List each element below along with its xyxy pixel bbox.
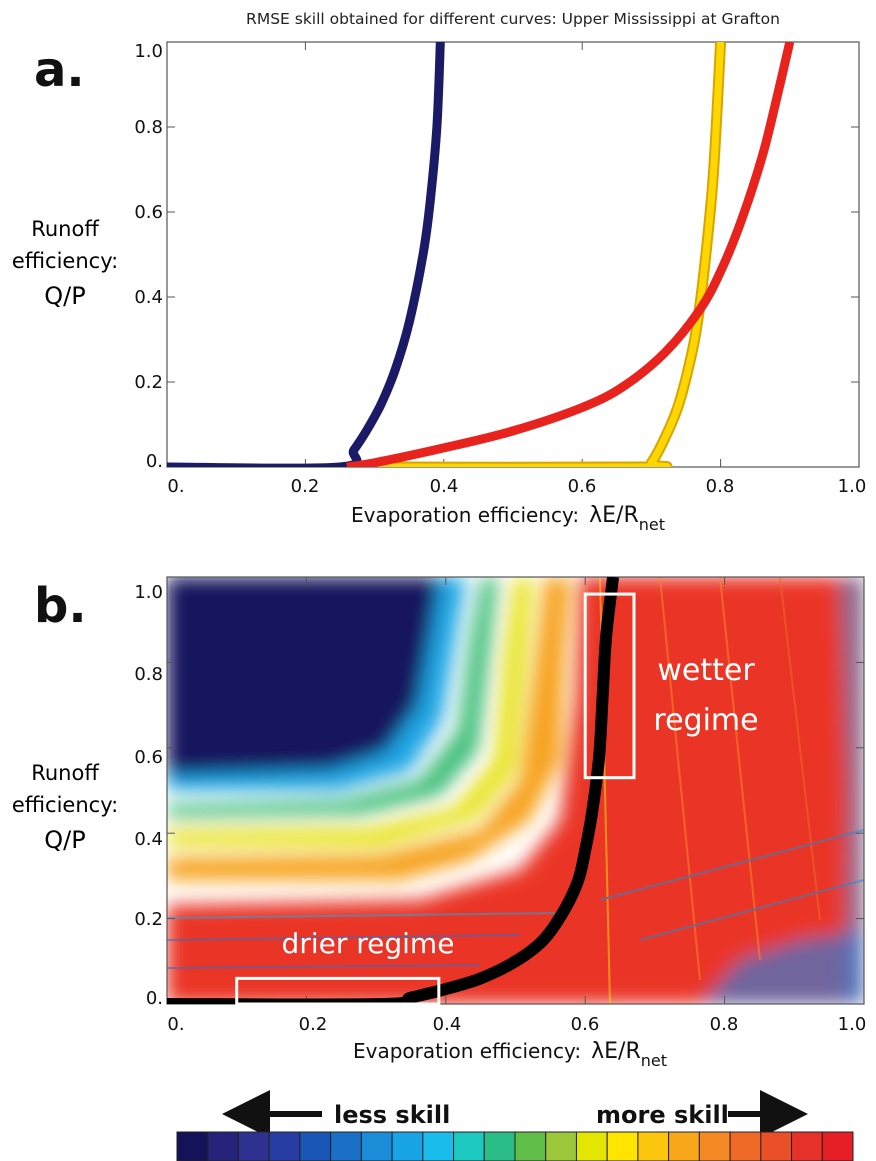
- xlabel-symbol: λE/R: [589, 503, 639, 528]
- best-fit-curve: [167, 577, 620, 1004]
- colorbar-cell: [391, 1131, 424, 1161]
- x-tick-label: 1.0: [838, 476, 867, 497]
- x-tick-label: 0.2: [299, 1014, 328, 1035]
- x-tick-label: 0.4: [433, 1014, 462, 1035]
- less-skill-label: less skill: [334, 1101, 450, 1129]
- xlabel-subscript: net: [641, 1051, 667, 1070]
- colorbar-cell: [514, 1131, 547, 1161]
- panel-a-ylabel: Runoff efficiency: Q/P: [12, 217, 118, 310]
- annotation-wetter-regime-line-2: regime: [653, 703, 758, 738]
- colorbar-cell: [698, 1131, 731, 1161]
- y-tick-label: 0.4: [134, 287, 163, 308]
- colorbar-cell: [791, 1131, 823, 1161]
- y-tick-label: 0.: [146, 451, 163, 472]
- colorbar-cell: [606, 1131, 639, 1161]
- series-yellow-line: [360, 42, 725, 467]
- y-tick-label: 0.8: [134, 664, 163, 685]
- colorbar-cell: [422, 1131, 455, 1161]
- y-tick-label: 1.0: [134, 582, 163, 603]
- panel-b-skill-field: [167, 577, 864, 1004]
- drier-regime-box: [235, 976, 441, 1006]
- panel-a-label: a.: [34, 42, 85, 98]
- colorbar-cell: [237, 1131, 270, 1161]
- xlabel-symbol: λE/R: [591, 1039, 641, 1064]
- x-tick-label: 1.0: [838, 1014, 867, 1035]
- panel-b-label: b.: [34, 578, 87, 634]
- panel-b-plot-area: [166, 576, 865, 1005]
- colorbar-cell: [483, 1131, 516, 1161]
- colorbar-cell: [453, 1131, 485, 1161]
- panel-b-regime-boxes: [235, 592, 636, 1006]
- panel-b-ylabel-line-2: efficiency:: [12, 793, 118, 817]
- colorbar-cell: [760, 1131, 793, 1161]
- x-tick-label: 0.6: [571, 1014, 600, 1035]
- x-tick-label: 0.: [167, 1014, 184, 1035]
- x-tick-label: 0.: [167, 476, 184, 497]
- annotation-drier-regime: drier regime: [282, 927, 455, 960]
- colorbar-cell: [268, 1131, 301, 1161]
- xlabel-prefix: Evaporation efficiency:: [351, 503, 579, 527]
- y-tick-label: 0.4: [134, 829, 163, 850]
- x-tick-label: 0.8: [710, 1014, 739, 1035]
- colorbar-cell: [360, 1131, 393, 1161]
- colorbar-cell: [545, 1131, 577, 1161]
- y-tick-label: 0.8: [134, 117, 163, 138]
- colorbar-cell: [575, 1131, 608, 1161]
- panel-b-xlabel: Evaporation efficiency: λE/Rnet: [353, 1039, 667, 1070]
- y-tick-label: 0.2: [134, 909, 163, 930]
- panel-a-xlabel: Evaporation efficiency: λE/Rnet: [351, 503, 665, 534]
- annotation-wetter-regime-line-1: wetter: [657, 653, 755, 688]
- panel-a-x-tick-labels: 0. 0.2 0.4 0.6 0.8 1.0: [167, 476, 866, 497]
- panel-a: a. Runoff efficiency: Q/P 0. 0.2 0.4 0.6…: [12, 41, 867, 534]
- x-tick-label: 0.8: [706, 476, 735, 497]
- panel-a-ylabel-line-2: efficiency:: [12, 249, 118, 273]
- more-skill-label: more skill: [596, 1101, 729, 1129]
- panel-b-ylabel-line-1: Runoff: [31, 761, 99, 785]
- x-tick-label: 0.4: [430, 476, 459, 497]
- panel-a-ylabel-line-3: Q/P: [44, 282, 85, 310]
- colorbar-cells: [176, 1131, 854, 1161]
- panel-a-y-tick-labels: 0. 0.2 0.4 0.6 0.8 1.0: [134, 41, 163, 472]
- x-tick-label: 0.6: [568, 476, 597, 497]
- panel-b: b. Runoff efficiency: Q/P: [12, 576, 866, 1070]
- panel-b-best-curve: [167, 577, 620, 1004]
- panel-a-ylabel-line-1: Runoff: [31, 217, 99, 241]
- colorbar-cell: [821, 1131, 854, 1161]
- colorbar-cell: [729, 1131, 762, 1161]
- y-tick-label: 1.0: [134, 41, 163, 62]
- y-tick-label: 0.: [146, 988, 163, 1009]
- x-tick-label: 0.2: [291, 476, 320, 497]
- y-tick-label: 0.6: [134, 202, 163, 223]
- y-tick-label: 0.2: [134, 372, 163, 393]
- panel-a-plot-area: [166, 41, 860, 468]
- series-red-line: [346, 42, 795, 467]
- colorbar-cell: [207, 1131, 239, 1161]
- colorbar-cell: [176, 1131, 209, 1161]
- colorbar-cell: [330, 1131, 362, 1161]
- panel-b-x-tick-labels: 0. 0.2 0.4 0.6 0.8 1.0: [167, 1014, 866, 1035]
- colorbar-cell: [637, 1131, 670, 1161]
- panel-b-y-tick-labels: 0. 0.2 0.4 0.6 0.8 1.0: [134, 582, 163, 1009]
- figure-title: RMSE skill obtained for different curves…: [246, 10, 780, 28]
- panel-b-ylabel: Runoff efficiency: Q/P: [12, 761, 118, 854]
- xlabel-prefix: Evaporation efficiency:: [353, 1039, 581, 1063]
- panel-b-ylabel-line-3: Q/P: [44, 826, 85, 854]
- y-tick-label: 0.6: [134, 747, 163, 768]
- colorbar-cell: [668, 1131, 700, 1161]
- panel-a-series: [167, 42, 795, 467]
- colorbar-cell: [299, 1131, 332, 1161]
- xlabel-subscript: net: [639, 515, 665, 534]
- colorbar: less skill more skill: [176, 1090, 854, 1161]
- wetter-regime-box: [583, 592, 636, 780]
